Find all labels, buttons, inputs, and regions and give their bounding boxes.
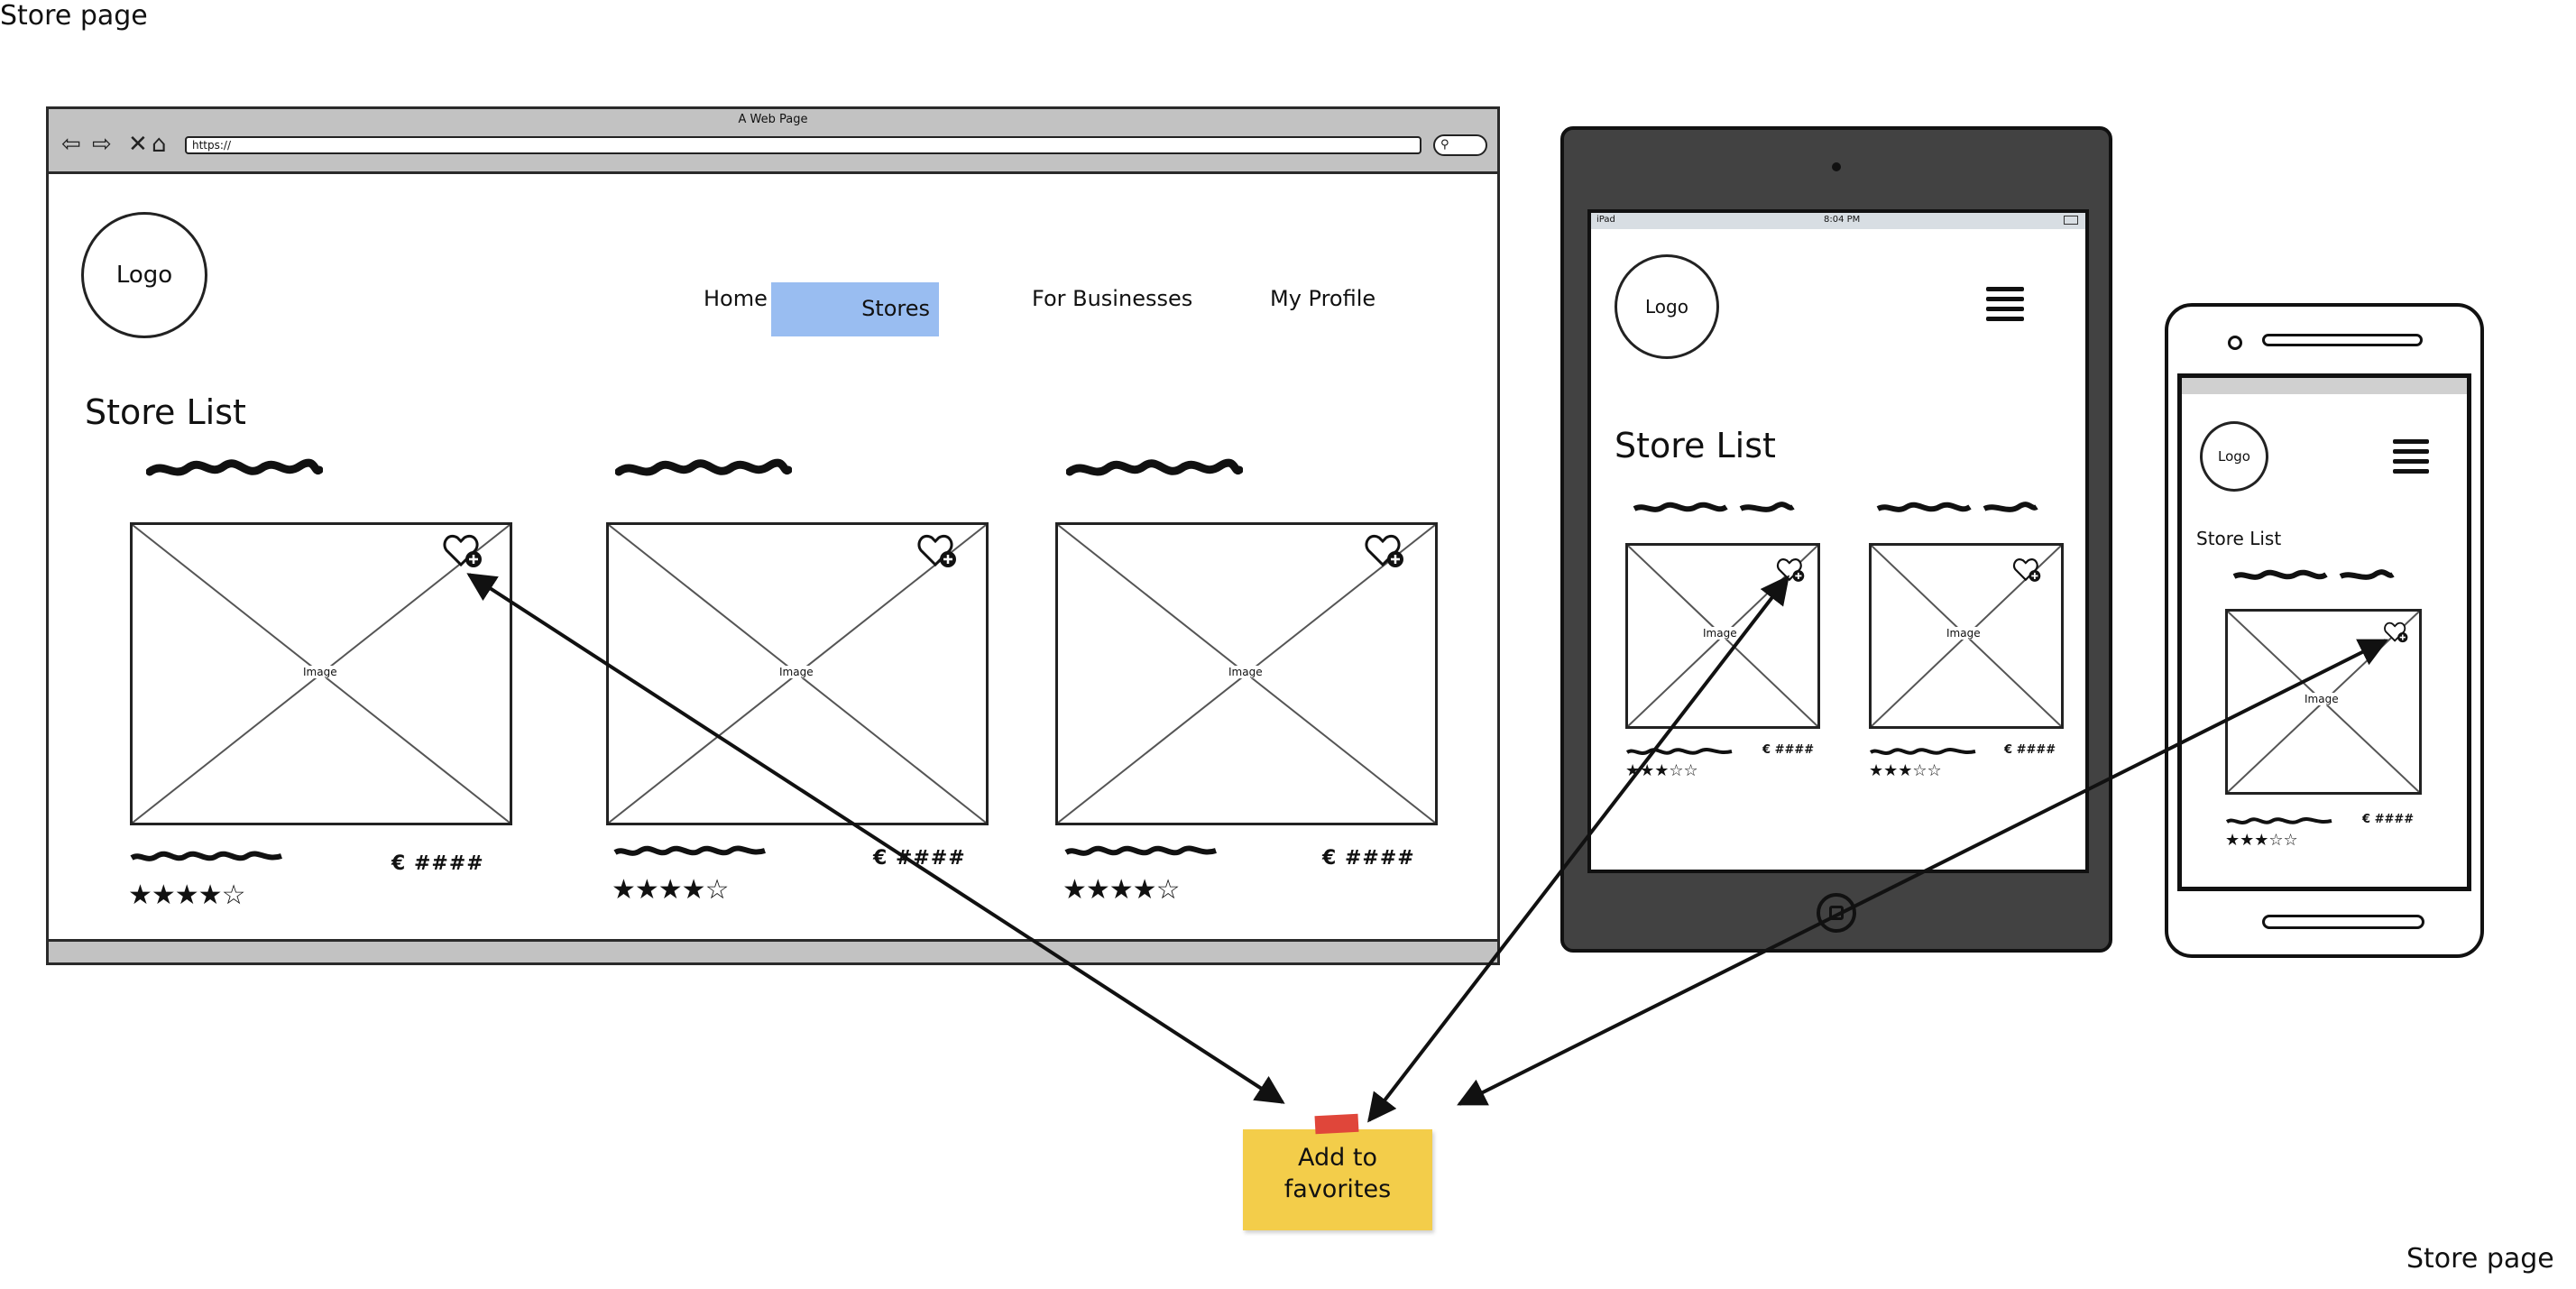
store-subtitle-scribble <box>613 843 767 865</box>
front-camera <box>2228 336 2242 350</box>
store-price: € #### <box>2362 813 2415 826</box>
store-name-scribble <box>1876 500 2038 521</box>
page-title: Store List <box>2196 528 2282 549</box>
star-rating: ★★★☆☆ <box>1869 761 1942 780</box>
logo[interactable]: Logo <box>1615 254 1719 359</box>
logo-text: Logo <box>115 262 173 289</box>
store-price: € #### <box>2004 743 2056 757</box>
store-subtitle-scribble <box>130 849 283 870</box>
window-title: A Web Page <box>738 113 808 126</box>
page-label-top: Store page <box>0 0 148 32</box>
home-button-square <box>1829 906 1844 920</box>
speaker-grille <box>2262 334 2423 346</box>
store-price: € #### <box>1322 847 1415 870</box>
tablet-mockup: iPad 8:04 PM Logo Store List Image € ###… <box>1560 126 2112 953</box>
star-rating: ★★★★☆ <box>128 879 245 911</box>
logo-text: Logo <box>1645 296 1688 318</box>
store-price: € #### <box>391 852 484 875</box>
close-icon[interactable]: ✕ <box>128 131 148 158</box>
phone-screen: Logo Store List Image € #### ★★★☆☆ <box>2177 373 2471 891</box>
page-title: Store List <box>1615 426 1776 465</box>
home-button[interactable] <box>1817 893 1856 933</box>
heart-plus-icon[interactable] <box>443 532 484 570</box>
store-image-placeholder: Image <box>1625 543 1820 729</box>
nav-home[interactable]: Home <box>704 286 768 311</box>
phone-mockup: Logo Store List Image € #### ★★★☆☆ <box>2165 303 2484 958</box>
status-bar <box>2182 378 2467 394</box>
hamburger-menu-icon[interactable] <box>2391 437 2431 479</box>
url-bar[interactable]: https:// <box>185 136 1421 154</box>
store-name-scribble <box>145 452 324 486</box>
store-image-placeholder: Image <box>1055 522 1438 825</box>
tape <box>1314 1113 1359 1135</box>
status-time: 8:04 PM <box>1824 215 1861 225</box>
logo[interactable]: Logo <box>2200 421 2268 492</box>
search-icon: ⚲ <box>1440 138 1449 152</box>
hamburger-menu-icon[interactable] <box>1984 285 2026 328</box>
store-image-placeholder: Image <box>2225 609 2422 795</box>
tablet-screen: iPad 8:04 PM Logo Store List Image € ###… <box>1587 209 2089 873</box>
status-device: iPad <box>1596 215 1615 225</box>
star-rating: ★★★★☆ <box>1063 874 1180 906</box>
store-subtitle-scribble <box>1869 745 1977 762</box>
store-price: € #### <box>873 847 966 870</box>
battery-icon <box>2064 216 2078 225</box>
store-name-scribble <box>614 452 793 486</box>
nav-stores: Stores <box>861 296 930 321</box>
store-name-scribble <box>2232 567 2395 589</box>
page-label-bottom: Store page <box>2406 1243 2554 1275</box>
heart-plus-icon[interactable] <box>2012 557 2043 584</box>
nav-for-businesses[interactable]: For Businesses <box>1032 286 1193 311</box>
star-rating: ★★★☆☆ <box>2225 831 2298 850</box>
store-image-placeholder: Image <box>1869 543 2064 729</box>
back-arrow-icon[interactable]: ⇦ <box>61 131 81 158</box>
store-name-scribble <box>1633 500 1795 521</box>
forward-arrow-icon[interactable]: ⇨ <box>92 131 112 158</box>
heart-plus-icon[interactable] <box>1776 557 1807 584</box>
store-image-placeholder: Image <box>606 522 989 825</box>
star-rating: ★★★☆☆ <box>1625 761 1698 780</box>
page-title: Store List <box>85 392 246 432</box>
store-subtitle-scribble <box>1625 745 1734 762</box>
store-image-placeholder: Image <box>130 522 512 825</box>
home-bar[interactable] <box>2262 915 2424 929</box>
store-subtitle-scribble <box>2225 815 2333 832</box>
status-bar: iPad 8:04 PM <box>1591 213 2085 229</box>
image-label: Image <box>300 666 340 678</box>
star-rating: ★★★★☆ <box>612 874 729 906</box>
image-label: Image <box>1944 627 1983 640</box>
nav-my-profile[interactable]: My Profile <box>1270 286 1376 311</box>
heart-plus-icon[interactable] <box>1365 532 1406 570</box>
image-label: Image <box>777 666 816 678</box>
logo[interactable]: Logo <box>81 212 207 338</box>
store-subtitle-scribble <box>1064 843 1218 865</box>
camera-dot <box>1832 162 1841 171</box>
image-label: Image <box>1700 627 1740 640</box>
desktop-browser-mockup: A Web Page ⇦ ⇨ ✕ ⌂ https:// ⚲ Logo Home … <box>46 106 1500 965</box>
nav-stores-highlight[interactable]: Stores <box>771 282 939 336</box>
sticky-note: Add to favorites <box>1243 1113 1432 1230</box>
browser-status-bar <box>49 939 1497 962</box>
home-icon[interactable]: ⌂ <box>152 131 167 158</box>
store-price: € #### <box>1762 743 1815 757</box>
store-name-scribble <box>1065 452 1244 486</box>
image-label: Image <box>2302 693 2341 705</box>
note-text: Add to favorites <box>1283 1144 1392 1203</box>
heart-plus-icon[interactable] <box>917 532 959 570</box>
image-label: Image <box>1226 666 1265 678</box>
search-field[interactable]: ⚲ <box>1433 134 1487 156</box>
heart-plus-icon[interactable] <box>2383 621 2410 644</box>
browser-toolbar: A Web Page ⇦ ⇨ ✕ ⌂ https:// ⚲ <box>49 109 1497 174</box>
logo-text: Logo <box>2218 448 2250 465</box>
